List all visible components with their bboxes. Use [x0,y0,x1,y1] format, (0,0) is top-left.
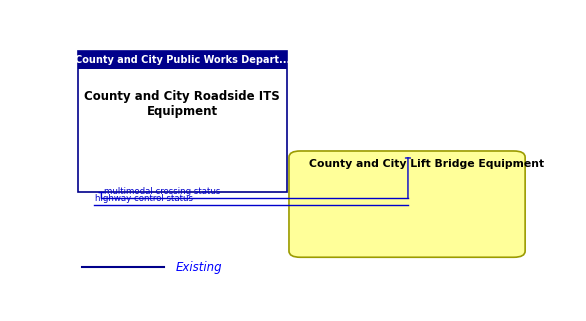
Text: County and City Lift Bridge Equipment: County and City Lift Bridge Equipment [309,159,544,169]
Text: highway control status: highway control status [94,195,193,204]
Text: County and City Roadside ITS
Equipment: County and City Roadside ITS Equipment [84,90,280,118]
FancyBboxPatch shape [289,151,525,257]
Text: County and City Public Works Depart...: County and City Public Works Depart... [74,55,290,65]
FancyBboxPatch shape [78,51,287,69]
FancyBboxPatch shape [78,51,287,192]
Text: Existing: Existing [175,261,222,273]
Text: multimodal crossing status: multimodal crossing status [104,187,220,196]
